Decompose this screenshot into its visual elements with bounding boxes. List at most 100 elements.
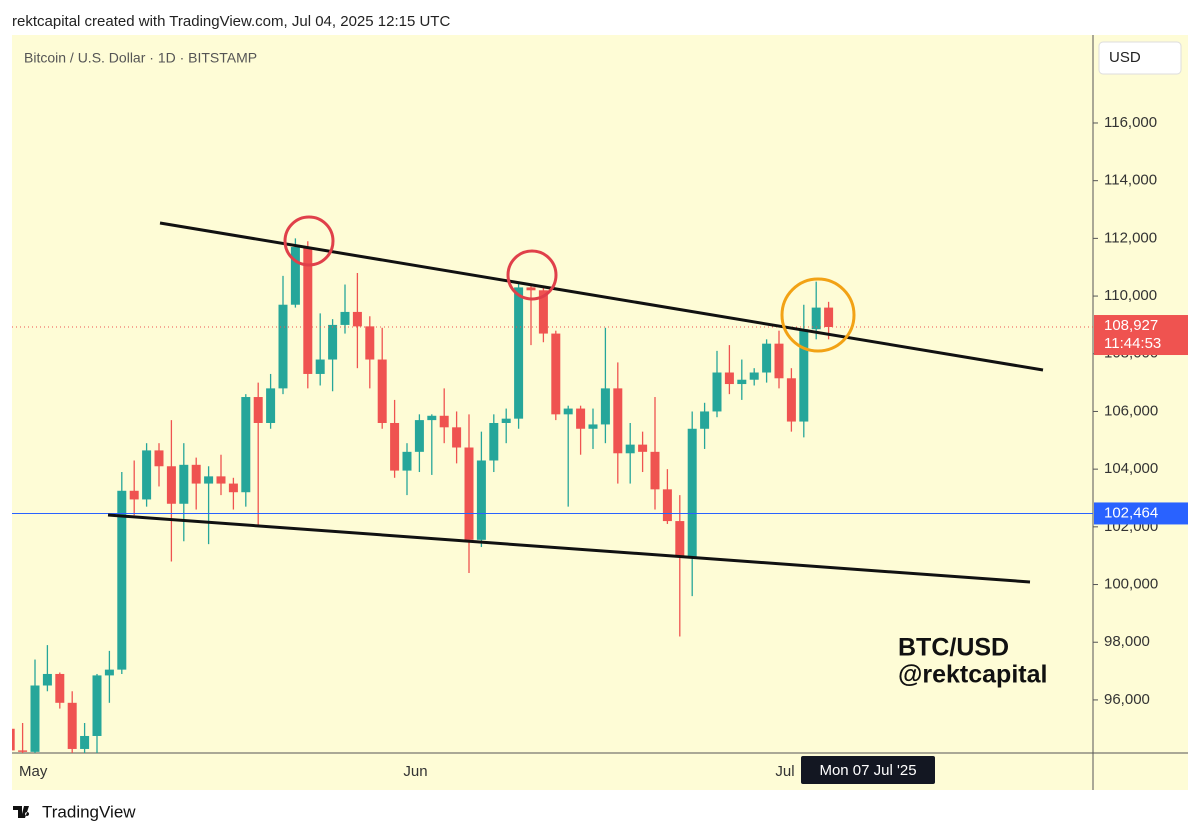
highlight-circle bbox=[506, 249, 558, 301]
candle-body bbox=[278, 304, 288, 389]
price-axis: 96,00098,000100,000102,000104,000106,000… bbox=[1093, 114, 1158, 708]
currency: USD bbox=[1109, 49, 1141, 66]
candle-body bbox=[191, 464, 201, 484]
candle-body bbox=[489, 422, 499, 461]
trend-line bbox=[159, 221, 1044, 372]
candle-body bbox=[551, 333, 561, 415]
candle-body bbox=[67, 702, 77, 749]
candle-body bbox=[526, 287, 536, 291]
candle-body bbox=[675, 521, 685, 558]
candle-body bbox=[700, 411, 710, 429]
candle-body bbox=[42, 673, 52, 686]
y-tick-label: 112,000 bbox=[1104, 229, 1157, 246]
crosshair-box bbox=[801, 756, 935, 784]
y-tick-label: 100,000 bbox=[1104, 576, 1158, 593]
x-tick-label: May bbox=[19, 763, 48, 780]
candle-body bbox=[427, 415, 437, 421]
chart-title: Bitcoin / U.S. Dollar · 1D · BITSTAMP bbox=[24, 50, 257, 66]
candle-body bbox=[253, 397, 263, 423]
candle-body bbox=[129, 490, 139, 500]
candle-body bbox=[241, 397, 251, 493]
candle-body bbox=[303, 247, 313, 374]
candle-body bbox=[315, 359, 325, 374]
candle-body bbox=[501, 418, 511, 423]
candle-body bbox=[402, 451, 412, 471]
annotations bbox=[107, 215, 1044, 584]
candle-body bbox=[12, 728, 15, 751]
candle-body bbox=[786, 378, 796, 422]
candle-body bbox=[352, 311, 362, 327]
x-tick-label: Jun bbox=[403, 763, 427, 780]
candle-body bbox=[625, 444, 635, 454]
candle-body bbox=[600, 388, 610, 425]
candle-body bbox=[340, 311, 350, 325]
candle-body bbox=[650, 451, 660, 490]
candle-body bbox=[80, 735, 90, 749]
candle-body bbox=[588, 424, 598, 429]
candle-body bbox=[811, 307, 821, 330]
highlight-circle bbox=[283, 215, 335, 267]
candle-body bbox=[613, 388, 623, 454]
candle-body bbox=[737, 379, 747, 385]
y-tick-label: 96,000 bbox=[1104, 691, 1150, 708]
candle-body bbox=[179, 464, 189, 504]
candle-body bbox=[414, 420, 424, 452]
watermark: BTC/USD bbox=[898, 634, 1009, 662]
candle-body bbox=[328, 324, 338, 360]
trend-line bbox=[107, 513, 1031, 584]
candle-body bbox=[824, 307, 834, 328]
y-tick-label: 98,000 bbox=[1104, 633, 1150, 650]
candle-body bbox=[92, 675, 102, 736]
currency-box bbox=[1098, 41, 1182, 75]
candle-body bbox=[166, 466, 176, 504]
candle-body bbox=[104, 669, 114, 676]
candle-body bbox=[563, 408, 573, 415]
footer-logo: TradingView bbox=[13, 802, 136, 821]
candle-body bbox=[204, 476, 214, 484]
candle-body bbox=[377, 359, 387, 423]
candle-body bbox=[774, 343, 784, 379]
price-line-label: 102,464 bbox=[1104, 504, 1158, 521]
y-tick-label: 106,000 bbox=[1104, 402, 1158, 419]
candle-body bbox=[30, 685, 40, 752]
x-tick-label: Jul bbox=[775, 763, 794, 780]
candle-body bbox=[290, 247, 300, 305]
y-tick-label: 110,000 bbox=[1104, 287, 1157, 304]
y-tick-label: 116,000 bbox=[1104, 114, 1157, 131]
crosshair-label: Mon 07 Jul '25 bbox=[819, 762, 916, 779]
logo-mark bbox=[13, 806, 30, 818]
countdown: 11:44:53 bbox=[1104, 335, 1161, 352]
candle-body bbox=[538, 290, 548, 334]
candle-body bbox=[464, 447, 474, 540]
candle-body bbox=[117, 490, 127, 670]
y-tick-label: 114,000 bbox=[1104, 172, 1157, 189]
candle-body bbox=[799, 329, 809, 422]
candle-body bbox=[762, 343, 772, 373]
footer: TradingView bbox=[42, 802, 136, 821]
candle-body bbox=[476, 460, 486, 540]
candle-body bbox=[18, 750, 28, 752]
chart-background bbox=[12, 35, 1188, 790]
candle-body bbox=[390, 422, 400, 471]
watermark: @rektcapital bbox=[898, 661, 1047, 689]
candle-body bbox=[749, 372, 759, 380]
candle-body bbox=[712, 372, 722, 412]
highlight-circle bbox=[780, 277, 856, 353]
candle-body bbox=[365, 326, 375, 360]
candle-body bbox=[514, 287, 524, 419]
header: rektcapital created with TradingView.com… bbox=[12, 13, 450, 30]
candle-body bbox=[576, 408, 586, 429]
candle-body bbox=[142, 450, 152, 500]
candle-body bbox=[55, 673, 65, 703]
candle-body bbox=[216, 476, 226, 484]
candle-body bbox=[439, 415, 449, 428]
y-tick-label: 104,000 bbox=[1104, 460, 1158, 477]
price-line-box bbox=[1094, 502, 1188, 525]
candle-body bbox=[687, 428, 697, 558]
candle-body bbox=[638, 444, 648, 452]
candle-body bbox=[228, 483, 238, 493]
last-price-box bbox=[1094, 315, 1188, 356]
candle-body bbox=[662, 489, 672, 522]
